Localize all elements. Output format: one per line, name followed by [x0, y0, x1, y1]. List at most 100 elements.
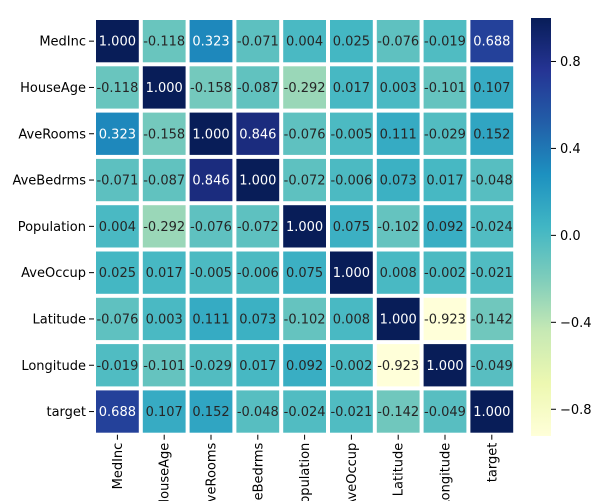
colorbar-gradient — [531, 18, 551, 436]
heatmap-cell — [330, 112, 373, 155]
cell-value-label: -0.072 — [237, 220, 279, 235]
cell-value-label: 0.092 — [286, 359, 323, 374]
heatmap-cell — [376, 20, 420, 63]
cell-value-label: -0.071 — [237, 35, 279, 50]
cell-value-label: -0.002 — [330, 359, 372, 374]
column-tick-labels: MedInc HouseAge AveRooms AveBedrms Populatio… — [111, 434, 500, 501]
cell-value-label: 1.000 — [473, 405, 510, 420]
heatmap-cell — [96, 158, 139, 202]
cell-value-label: -0.049 — [424, 405, 466, 420]
cell-value-label: -0.071 — [96, 174, 138, 189]
heatmap-cell — [142, 66, 186, 109]
heatmap-cell — [283, 112, 326, 155]
cell-value-label: 0.323 — [192, 35, 229, 50]
heatmap-cell — [330, 205, 373, 248]
cell-value-label: 0.107 — [473, 81, 510, 96]
cell-value-label: -0.923 — [424, 312, 466, 327]
heatmap-cell — [330, 251, 373, 294]
row-tick-label: AveOccup — [21, 266, 86, 281]
column-tick-label: target — [485, 443, 500, 483]
heatmap-cell — [470, 112, 514, 155]
cell-value-label: 0.017 — [239, 359, 276, 374]
heatmap-cell — [236, 251, 280, 294]
heatmap-cell — [236, 344, 280, 387]
cell-value-label: -0.118 — [143, 35, 185, 50]
heatmap-cell — [236, 112, 280, 155]
cell-value-label: 0.111 — [380, 127, 417, 142]
cell-value-label: 0.073 — [380, 174, 417, 189]
heatmap-cell — [189, 344, 233, 387]
cell-value-label: 1.000 — [239, 174, 276, 189]
cell-value-label: -0.102 — [284, 312, 326, 327]
row-tick-label: target — [46, 405, 86, 420]
row-tick-label: Longitude — [21, 359, 86, 374]
heatmap-cell — [189, 158, 233, 202]
heatmap-cell — [96, 20, 139, 63]
cell-value-label: -0.024 — [284, 405, 326, 420]
heatmap-cell — [236, 390, 280, 433]
cell-value-label: -0.006 — [237, 266, 279, 281]
heatmap-cell — [330, 344, 373, 387]
heatmap-cell — [423, 390, 467, 433]
heatmap-cell — [423, 344, 467, 387]
column-tick-label: HouseAge — [158, 443, 173, 501]
heatmap-cell — [142, 390, 186, 433]
heatmap-cell — [423, 66, 467, 109]
heatmap-cell — [236, 158, 280, 202]
cell-value-label: -0.101 — [424, 81, 466, 96]
cell-value-label: 0.025 — [99, 266, 136, 281]
heatmap-cell — [96, 112, 139, 155]
colorbar-tick-label: 0.0 — [560, 229, 581, 244]
cell-value-label: -0.002 — [424, 266, 466, 281]
cell-value-label: -0.076 — [96, 312, 138, 327]
cell-value-label: -0.101 — [143, 359, 185, 374]
heatmap-cell — [236, 205, 280, 248]
cell-value-label: -0.076 — [190, 220, 232, 235]
heatmap-cell — [189, 112, 233, 155]
cell-value-label: -0.292 — [284, 81, 326, 96]
cell-value-label: -0.292 — [143, 220, 185, 235]
heatmap-cell — [423, 205, 467, 248]
cell-value-label: -0.142 — [471, 312, 513, 327]
row-tick-label: AveBedrms — [12, 174, 86, 189]
cell-value-label: 0.107 — [146, 405, 183, 420]
cell-value-label: -0.076 — [377, 35, 419, 50]
row-tick-label: AveRooms — [18, 127, 86, 142]
heatmap-cell — [142, 344, 186, 387]
cell-value-label: -0.029 — [424, 127, 466, 142]
column-tick-label: AveOccup — [345, 443, 360, 501]
heatmap-annotations: 1.000 -0.118 0.323 -0.071 0.004 0.025 -0.076 -0… — [96, 35, 512, 420]
cell-value-label: 0.688 — [99, 405, 136, 420]
heatmap-cell — [189, 297, 233, 341]
heatmap-cell — [283, 205, 326, 248]
column-tick-label: Population — [298, 443, 313, 501]
cell-value-label: -0.024 — [471, 220, 513, 235]
heatmap-cell — [470, 297, 514, 341]
row-tick-label: Population — [18, 220, 86, 235]
cell-value-label: 0.846 — [192, 174, 229, 189]
heatmap-cell — [423, 251, 467, 294]
heatmap-cell — [470, 205, 514, 248]
column-tick-label: Longitude — [439, 443, 454, 501]
heatmap-cell — [376, 112, 420, 155]
cell-value-label: 1.000 — [146, 81, 183, 96]
row-tick-label: HouseAge — [20, 81, 86, 96]
cell-value-label: 0.008 — [333, 312, 370, 327]
cell-value-label: -0.048 — [237, 405, 279, 420]
colorbar-tick-label: 0.8 — [560, 55, 581, 70]
heatmap-cell — [376, 344, 420, 387]
cell-value-label: -0.005 — [190, 266, 232, 281]
colorbar-tick-label: −0.8 — [560, 403, 592, 418]
cell-value-label: 0.003 — [146, 312, 183, 327]
cell-value-label: 0.008 — [380, 266, 417, 281]
cell-value-label: -0.019 — [96, 359, 138, 374]
heatmap-cell — [470, 66, 514, 109]
row-tick-label: Latitude — [32, 312, 86, 327]
row-tick-labels: MedInc HouseAge AveRooms AveBedrms Populatio… — [12, 35, 94, 420]
heatmap-cell — [236, 66, 280, 109]
colorbar: 0.8 0.4 0.0 −0.4 −0.8 — [531, 18, 592, 436]
cell-value-label: -0.021 — [471, 266, 513, 281]
heatmap-cell — [470, 344, 514, 387]
heatmap-cell — [470, 158, 514, 202]
heatmap-cell — [376, 251, 420, 294]
